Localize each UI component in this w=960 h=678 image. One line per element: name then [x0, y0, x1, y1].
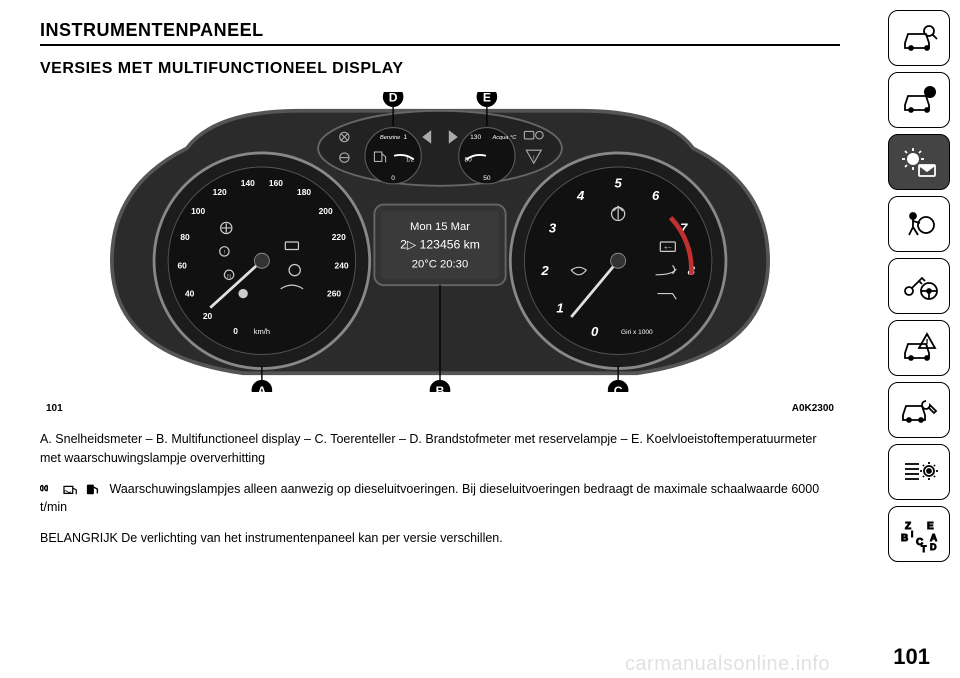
svg-text:D: D	[930, 542, 937, 552]
speedo-tick: 60	[178, 260, 188, 270]
speedo-tick: 140	[241, 178, 255, 188]
speedo-tick: 40	[185, 288, 195, 298]
figure-number: 101	[46, 403, 63, 414]
car-info-icon[interactable]: i	[888, 72, 950, 128]
figure-code: A0K2300	[792, 403, 834, 414]
svg-text:B: B	[901, 533, 908, 544]
key-steering-icon[interactable]	[888, 258, 950, 314]
speedo-tick: 220	[332, 232, 346, 242]
tach-tick: 0	[591, 324, 599, 339]
speedo-tick: 200	[319, 206, 333, 216]
temp-50: 50	[483, 175, 491, 182]
tach-tick: 4	[576, 188, 585, 203]
svg-text:E: E	[927, 521, 934, 532]
tach-tick: 6	[652, 188, 660, 203]
watermark: carmanualsonline.info	[625, 653, 830, 676]
speedo-tick: 180	[297, 187, 311, 197]
speedo-tick: 100	[191, 206, 205, 216]
speedo-tick: 80	[180, 232, 190, 242]
diesel-note-text: Waarschuwingslampjes alleen aanwezig op …	[40, 482, 819, 515]
tach-tick: 5	[614, 176, 622, 191]
svg-text:+−: +−	[664, 245, 672, 252]
section-title: VERSIES MET MULTIFUNCTIONEEL DISPLAY	[40, 60, 840, 78]
tach-tick: 3	[549, 221, 557, 236]
display-line-1: Mon 15 Mar	[410, 221, 470, 233]
tach-unit: Giri x 1000	[621, 329, 653, 336]
speedo-tick: 260	[327, 288, 341, 298]
speedo-tick: 0	[233, 326, 238, 336]
instrument-cluster-figure: 0 20 40 60 80 100 120 140 160 180 200 22…	[40, 92, 840, 414]
car-wrench-icon[interactable]	[888, 382, 950, 438]
important-note: BELANGRIJK De verlichting van het instru…	[40, 529, 840, 548]
fuel-label: Benzine	[380, 135, 400, 141]
fuel-mark-0: 0	[391, 175, 395, 182]
warning-light-icon[interactable]	[888, 134, 950, 190]
diesel-note-line: Waarschuwingslampjes alleen aanwezig op …	[40, 480, 840, 518]
glow-plug-icon	[40, 482, 58, 496]
section-sidebar: i !	[888, 10, 950, 562]
temp-130: 130	[470, 134, 481, 141]
page-number: 101	[893, 644, 930, 670]
tach-tick: 2	[540, 263, 549, 278]
speedo-tick: 20	[203, 311, 213, 321]
callout-d: D	[389, 92, 398, 104]
figure-caption: A. Snelheidsmeter – B. Multifunctioneel …	[40, 430, 840, 468]
fuel-mark-1: 1	[403, 134, 407, 141]
svg-text:!: !	[925, 338, 928, 349]
alphabet-icon[interactable]: Z E B A I C D T	[888, 506, 950, 562]
car-hazard-icon[interactable]: !	[888, 320, 950, 376]
speedo-tick: 240	[335, 260, 349, 270]
speedo-tick: 160	[269, 178, 283, 188]
water-in-fuel-icon	[62, 482, 80, 496]
airbag-icon[interactable]	[888, 196, 950, 252]
speedo-unit: km/h	[254, 327, 270, 336]
temp-label: Acqua °C	[492, 135, 518, 141]
fuel-reserve-icon	[84, 482, 102, 496]
tach-tick: 1	[556, 300, 563, 315]
display-line-2: 2▷ 123456 km	[400, 238, 480, 252]
display-line-3: 20°C 20:30	[412, 258, 468, 270]
svg-text:I: I	[911, 530, 913, 539]
svg-text:T: T	[921, 544, 927, 553]
callout-a: A	[257, 384, 266, 392]
callout-b: B	[436, 384, 445, 392]
callout-e: E	[483, 92, 491, 104]
instrument-cluster-svg: 0 20 40 60 80 100 120 140 160 180 200 22…	[110, 92, 770, 392]
list-gear-icon[interactable]	[888, 444, 950, 500]
speedo-tick: 120	[213, 187, 227, 197]
callout-c: C	[614, 384, 623, 392]
svg-text:(!): (!)	[227, 274, 232, 279]
car-search-icon[interactable]	[888, 10, 950, 66]
page-title: INSTRUMENTENPANEEL	[40, 20, 840, 46]
svg-text:!: !	[533, 153, 535, 162]
